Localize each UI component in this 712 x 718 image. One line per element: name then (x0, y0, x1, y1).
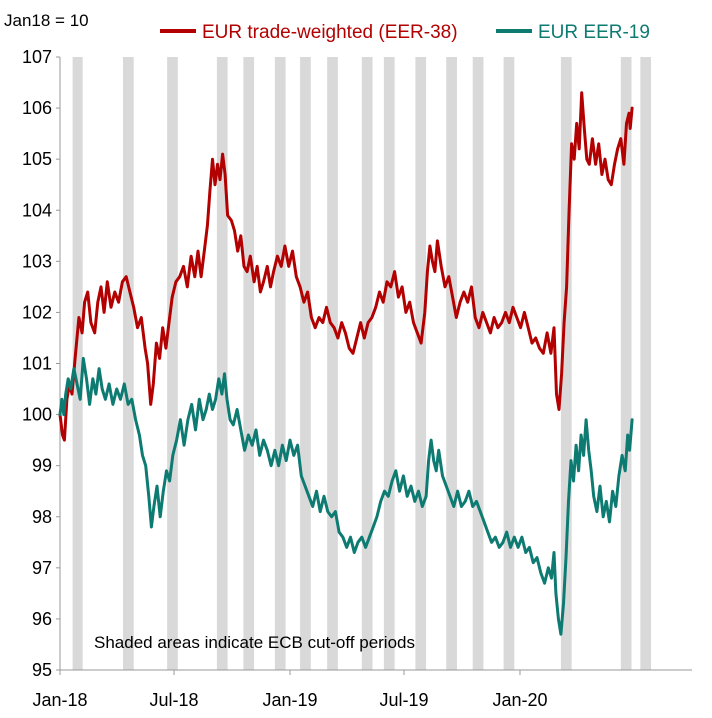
shading-annotation: Shaded areas indicate ECB cut-off period… (94, 633, 415, 652)
legend: EUR trade-weighted (EER-38) EUR EER-19 (160, 22, 650, 43)
ecb-cutoff-shading (72, 57, 652, 670)
y-tick-label-103: 103 (22, 251, 52, 271)
y-tick-label-95: 95 (32, 660, 52, 680)
y-tick-label-97: 97 (32, 558, 52, 578)
series-line-eer38 (58, 91, 634, 442)
shaded-period-2 (123, 57, 134, 670)
shaded-period-14 (503, 57, 515, 670)
series-line-eer19 (58, 356, 634, 636)
y-tick-label-101: 101 (22, 354, 52, 374)
y-tick-label-98: 98 (32, 507, 52, 527)
shaded-period-12 (446, 57, 457, 670)
shaded-period-10 (383, 57, 395, 670)
series-lines (58, 91, 634, 636)
shaded-period-17 (640, 57, 652, 670)
shaded-period-9 (361, 57, 373, 670)
x-tick-label-jul-19: Jul-19 (380, 690, 429, 710)
y-tick-label-105: 105 (22, 149, 52, 169)
legend-label-eer38: EUR trade-weighted (EER-38) (202, 22, 458, 43)
shaded-period-3 (167, 57, 178, 670)
shaded-period-13 (472, 57, 484, 670)
shaded-period-7 (300, 57, 311, 670)
shaded-period-16 (620, 57, 632, 670)
shaded-period-15 (560, 57, 572, 670)
y-tick-label-100: 100 (22, 405, 52, 425)
shaded-period-11 (415, 57, 427, 670)
shaded-period-6 (274, 57, 286, 670)
x-tick-label-jul-18: Jul-18 (150, 690, 199, 710)
shaded-period-8 (327, 57, 338, 670)
unit-label: Jan18 = 10 (4, 11, 89, 30)
y-tick-label-99: 99 (32, 456, 52, 476)
axes: 95 96 97 98 99 100 101 102 103 104 105 106 107 Jan-18… (22, 47, 692, 710)
shaded-period-1 (72, 57, 83, 670)
y-tick-label-102: 102 (22, 302, 52, 322)
x-tick-label-jan-18: Jan-18 (32, 690, 87, 710)
y-tick-label-96: 96 (32, 609, 52, 629)
shaded-period-5 (243, 57, 255, 670)
shaded-period-4 (216, 57, 228, 670)
x-tick-label-jan-19: Jan-19 (262, 690, 317, 710)
y-tick-label-107: 107 (22, 47, 52, 67)
y-tick-label-104: 104 (22, 200, 52, 220)
x-tick-label-jan-20: Jan-20 (492, 690, 547, 710)
y-tick-label-106: 106 (22, 98, 52, 118)
legend-label-eer19: EUR EER-19 (538, 22, 650, 43)
